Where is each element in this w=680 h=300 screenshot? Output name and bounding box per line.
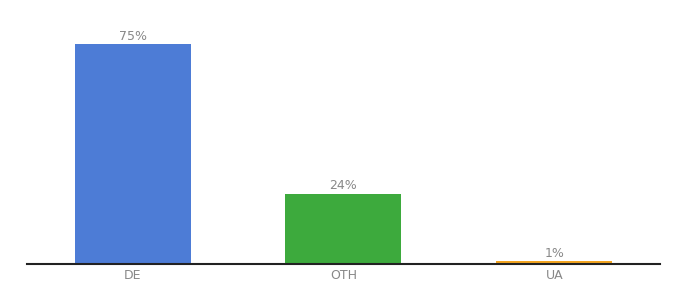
Text: 1%: 1%	[544, 247, 564, 260]
Bar	[496, 261, 612, 264]
Text: 75%: 75%	[118, 30, 147, 43]
Bar	[286, 194, 401, 264]
Bar	[75, 44, 190, 264]
Text: 24%: 24%	[330, 179, 357, 192]
